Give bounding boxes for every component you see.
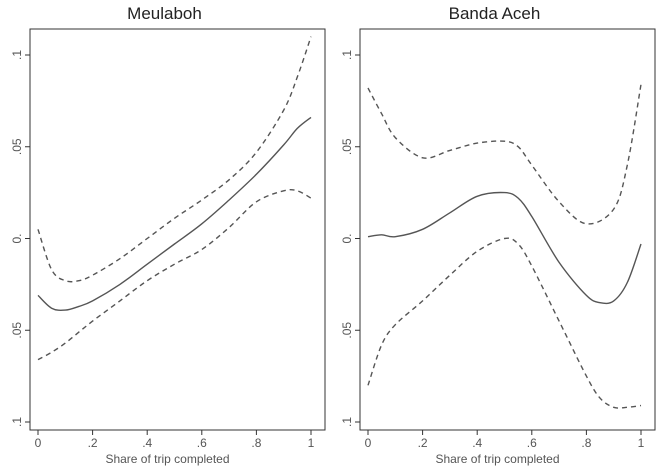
y-tick-label: .1 [10, 417, 24, 427]
y-tick-label: .05 [340, 138, 354, 155]
x-tick-label: 0 [35, 436, 42, 450]
plot-frame [29, 28, 326, 431]
x-tick-label: .4 [142, 436, 152, 450]
x-tick-label: .6 [527, 436, 537, 450]
x-tick-label: .2 [418, 436, 428, 450]
x-tick-label: .4 [472, 436, 482, 450]
x-axis-label: Share of trip completed [105, 452, 229, 466]
y-tick-label: 0. [340, 233, 354, 243]
y-tick-label: .05 [340, 322, 354, 339]
y-tick-label: .1 [340, 50, 354, 60]
x-tick-label: .2 [88, 436, 98, 450]
plot-frame [359, 28, 656, 431]
series-line-dashed [367, 84, 642, 225]
y-tick-label: .05 [10, 138, 24, 155]
x-tick-label: .8 [251, 436, 261, 450]
x-tick-label: 0 [365, 436, 372, 450]
x-tick-label: .8 [581, 436, 591, 450]
series-line-solid [367, 191, 642, 305]
x-tick-label: 1 [308, 436, 315, 450]
series-line-solid [37, 116, 312, 311]
x-tick-label: .6 [197, 436, 207, 450]
y-tick-label: 0. [10, 233, 24, 243]
chart-panel-meulaboh: Meulaboh 0 .2 .4 .6 .8 1 .1 .05 0. .05 .1 Share of … [0, 0, 329, 466]
series-line-dashed [37, 188, 312, 361]
chart-svg-meulaboh: 0 .2 .4 .6 .8 1 .1 .05 0. .05 .1 Share of trip comp… [10, 28, 326, 466]
chart-title: Banda Aceh [448, 4, 541, 23]
y-tick-label: .1 [340, 417, 354, 427]
y-tick-label: .1 [10, 50, 24, 60]
chart-svg-banda-aceh: 0 .2 .4 .6 .8 1 .1 .05 0. .05 .1 Share of trip comp… [340, 28, 656, 466]
chart-panel-banda-aceh: Banda Aceh 0 .2 .4 .6 .8 1 .1 .05 0. .05 .1 Share o… [330, 0, 659, 466]
chart-title: Meulaboh [127, 4, 202, 23]
series-line-dashed [367, 237, 642, 409]
y-tick-label: .05 [10, 322, 24, 339]
series-line-dashed [37, 36, 312, 283]
x-tick-label: 1 [638, 436, 645, 450]
x-axis-label: Share of trip completed [435, 452, 559, 466]
